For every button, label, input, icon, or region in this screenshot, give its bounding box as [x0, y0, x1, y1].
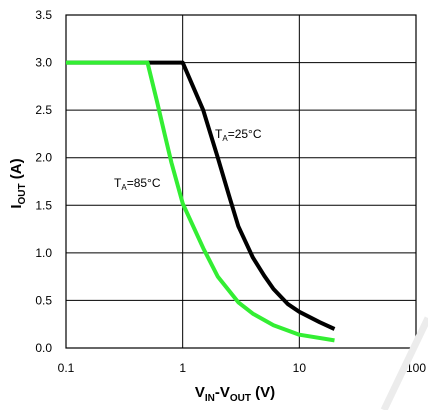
y-tick-label: 3.0 — [35, 56, 52, 70]
x-axis-title: VIN-VOUT (V) — [195, 384, 275, 404]
series-line-ta-25c — [66, 60, 336, 331]
watermark-stroke — [380, 316, 428, 412]
y-axis-title: IOUT (A) — [8, 158, 28, 208]
plot-area-border — [65, 14, 417, 349]
y-tick-label: 3.5 — [35, 8, 52, 22]
y-tick-label: 1.5 — [35, 198, 52, 212]
series-label-ta-85c: TA=85°C — [114, 176, 161, 192]
x-tick-label: 0.1 — [58, 361, 75, 375]
x-tick-label: 10 — [293, 361, 307, 375]
series-label-ta-25c: TA=25°C — [215, 127, 262, 143]
series-line-ta-85c — [66, 60, 335, 343]
y-tick-label: 0.0 — [35, 341, 52, 355]
x-tick-label: 1 — [179, 361, 186, 375]
y-tick-label: 1.0 — [35, 246, 52, 260]
y-tick-label: 0.5 — [35, 293, 52, 307]
x-tick-label: 100 — [406, 361, 426, 375]
y-tick-label: 2.5 — [35, 103, 52, 117]
y-tick-label: 2.0 — [35, 151, 52, 165]
